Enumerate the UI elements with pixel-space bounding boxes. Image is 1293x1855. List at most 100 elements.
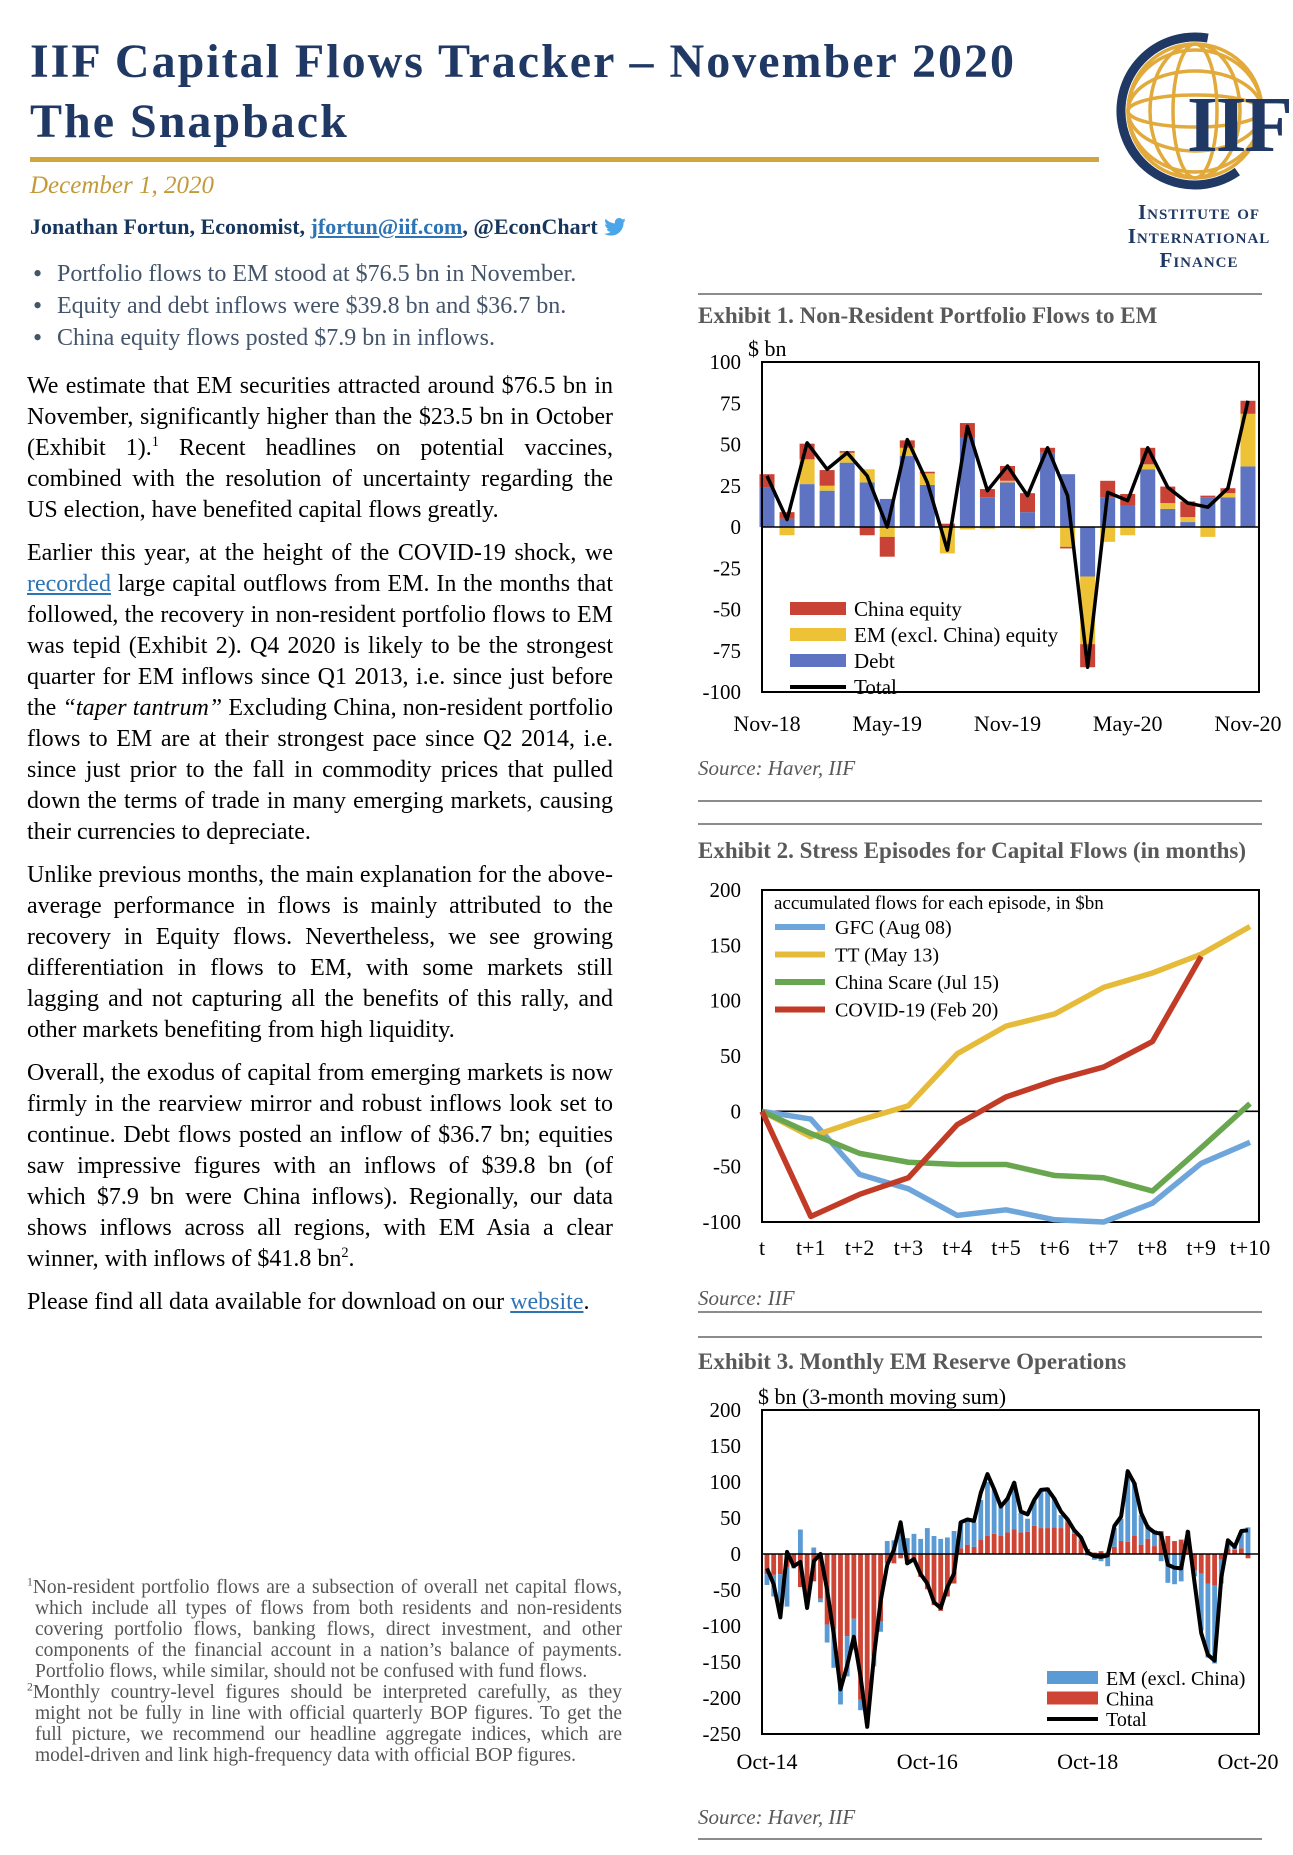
bar-segment bbox=[891, 1554, 897, 1564]
y-tick-label: -50 bbox=[713, 1155, 741, 1179]
footnote-text: Monthly country-level figures should be … bbox=[32, 1682, 622, 1766]
bar-segment bbox=[991, 1533, 997, 1554]
bar-segment bbox=[851, 1618, 857, 1650]
y-tick-label: -25 bbox=[713, 556, 741, 580]
y-tick-label: 25 bbox=[720, 474, 741, 498]
bar-segment bbox=[1111, 1528, 1117, 1547]
bar-segment bbox=[1051, 1527, 1057, 1554]
bar-segment bbox=[1120, 527, 1136, 536]
bar-segment bbox=[958, 1548, 964, 1554]
legend-label: GFC (Aug 08) bbox=[835, 917, 952, 939]
x-tick-label: t bbox=[759, 1235, 765, 1260]
author-email-link[interactable]: jfortun@iif.com bbox=[310, 214, 463, 239]
bar-segment bbox=[819, 490, 835, 527]
x-tick-label: t+7 bbox=[1089, 1235, 1119, 1260]
bar-segment bbox=[971, 1522, 977, 1547]
bar-segment bbox=[1058, 1515, 1064, 1529]
bar-segment bbox=[798, 1529, 803, 1554]
x-tick-label: May-20 bbox=[1093, 711, 1163, 736]
bar-segment bbox=[1212, 1585, 1218, 1664]
x-tick-label: t+6 bbox=[1040, 1235, 1070, 1260]
bar-segment bbox=[899, 456, 915, 527]
y-tick-label: -100 bbox=[703, 680, 742, 704]
bar-segment bbox=[1011, 1482, 1017, 1530]
summary-bullet: Portfolio flows to EM stood at $76.5 bn … bbox=[27, 258, 667, 290]
legend-swatch bbox=[1047, 1671, 1098, 1684]
bar-segment bbox=[764, 1554, 770, 1575]
bar-segment bbox=[1025, 1531, 1030, 1554]
legend-swatch bbox=[1047, 1691, 1098, 1705]
bar-segment bbox=[991, 1489, 997, 1534]
iif-globe-icon: IIF bbox=[1116, 32, 1293, 190]
paragraph-text: Overall, the exodus of capital from emer… bbox=[27, 1060, 613, 1272]
bar-segment bbox=[1245, 1527, 1251, 1554]
bar-segment bbox=[1058, 1528, 1064, 1554]
bar-segment bbox=[1038, 1528, 1044, 1554]
inline-link[interactable]: recorded bbox=[27, 571, 111, 597]
globe-crescent bbox=[1116, 32, 1240, 190]
divider-2 bbox=[698, 800, 1262, 802]
y-tick-label: 0 bbox=[731, 1542, 742, 1566]
bar-segment bbox=[878, 1621, 883, 1632]
paragraph-text: Earlier this year, at the height of the … bbox=[27, 540, 613, 566]
chart-note: accumulated flows for each episode, in $… bbox=[774, 893, 1104, 914]
bar-segment bbox=[1125, 1471, 1131, 1542]
x-tick-label: Oct-18 bbox=[1057, 1749, 1118, 1774]
bar-segment bbox=[1005, 1532, 1010, 1554]
y-tick-label: 50 bbox=[720, 1044, 741, 1068]
bar-segment bbox=[851, 1554, 857, 1619]
legend-label: China Scare (Jul 15) bbox=[835, 972, 999, 994]
bar-segment bbox=[1038, 1489, 1044, 1529]
exhibit2-chart: 200 150 100 50 0 -50 -100 accumulated flows for… bbox=[703, 878, 1271, 1260]
exhibit2-title: Exhibit 2. Stress Episodes for Capital F… bbox=[698, 838, 1247, 863]
logo-acronym: IIF bbox=[1187, 82, 1291, 169]
y-tick-label: 200 bbox=[710, 1398, 742, 1422]
unit-label: $ bn (3-month moving sum) bbox=[758, 1386, 1006, 1409]
x-tick-label: t+2 bbox=[845, 1235, 875, 1260]
footnote-marker: 2 bbox=[27, 1680, 33, 1694]
legend-label: Total bbox=[1106, 1709, 1147, 1731]
logo-org-line: Institute of bbox=[1137, 200, 1261, 224]
bar-segment bbox=[1205, 1583, 1211, 1658]
bar-segment bbox=[818, 1598, 823, 1603]
globe-grid bbox=[1126, 42, 1264, 180]
bar-segment bbox=[1020, 512, 1036, 527]
author-line: Jonathan Fortun, Economist, jfortun@iif.… bbox=[30, 214, 626, 242]
bar-segment bbox=[1180, 522, 1196, 527]
x-tick-label: Nov-18 bbox=[733, 711, 800, 736]
legend-label: COVID-19 (Feb 20) bbox=[835, 1000, 998, 1022]
bar-segment bbox=[1200, 495, 1216, 498]
twitter-icon[interactable] bbox=[603, 216, 626, 242]
body-paragraph-4: Overall, the exodus of capital from emer… bbox=[27, 1058, 613, 1275]
exhibit1-chart: 100 75 50 25 0 -25 -50 -75 -100 $ bn Nov-18 May-19 N… bbox=[703, 336, 1282, 736]
bar-segment bbox=[938, 1554, 944, 1611]
bar-segment bbox=[998, 1503, 1004, 1536]
bar-segment bbox=[898, 1554, 904, 1559]
y-tick-label: 100 bbox=[710, 989, 742, 1013]
bar-segment bbox=[871, 1554, 877, 1657]
bar-segment bbox=[1178, 1539, 1184, 1554]
bar-segment bbox=[1018, 1512, 1024, 1533]
bar-segment bbox=[1240, 413, 1256, 467]
bar-segment bbox=[784, 1566, 790, 1607]
bar-segment bbox=[1152, 1546, 1157, 1554]
bar-segment bbox=[985, 1482, 990, 1536]
paragraph-text: Please find all data available for downl… bbox=[27, 1289, 511, 1315]
bar-segment bbox=[844, 1554, 850, 1637]
bar-segment bbox=[1045, 1487, 1050, 1529]
bar-segment bbox=[804, 1554, 810, 1598]
bar-segment bbox=[859, 482, 875, 527]
bar-segment bbox=[1238, 1531, 1244, 1549]
paragraph-text: Unlike previous months, the main explana… bbox=[27, 862, 613, 1043]
bar-segment bbox=[1140, 464, 1156, 470]
bar-segment bbox=[1132, 1536, 1137, 1554]
bar-segment bbox=[1045, 1528, 1050, 1554]
bar-segment bbox=[878, 1554, 883, 1622]
bar-segment bbox=[898, 1528, 904, 1554]
bar-segment bbox=[978, 1539, 984, 1554]
footnote-2: 2Monthly country-level figures should be… bbox=[27, 1680, 622, 1766]
inline-link[interactable]: website bbox=[510, 1289, 584, 1315]
bar-segment bbox=[919, 471, 935, 474]
bar-segment bbox=[985, 1536, 990, 1554]
exhibit1-source: Source: Haver, IIF bbox=[698, 756, 856, 780]
